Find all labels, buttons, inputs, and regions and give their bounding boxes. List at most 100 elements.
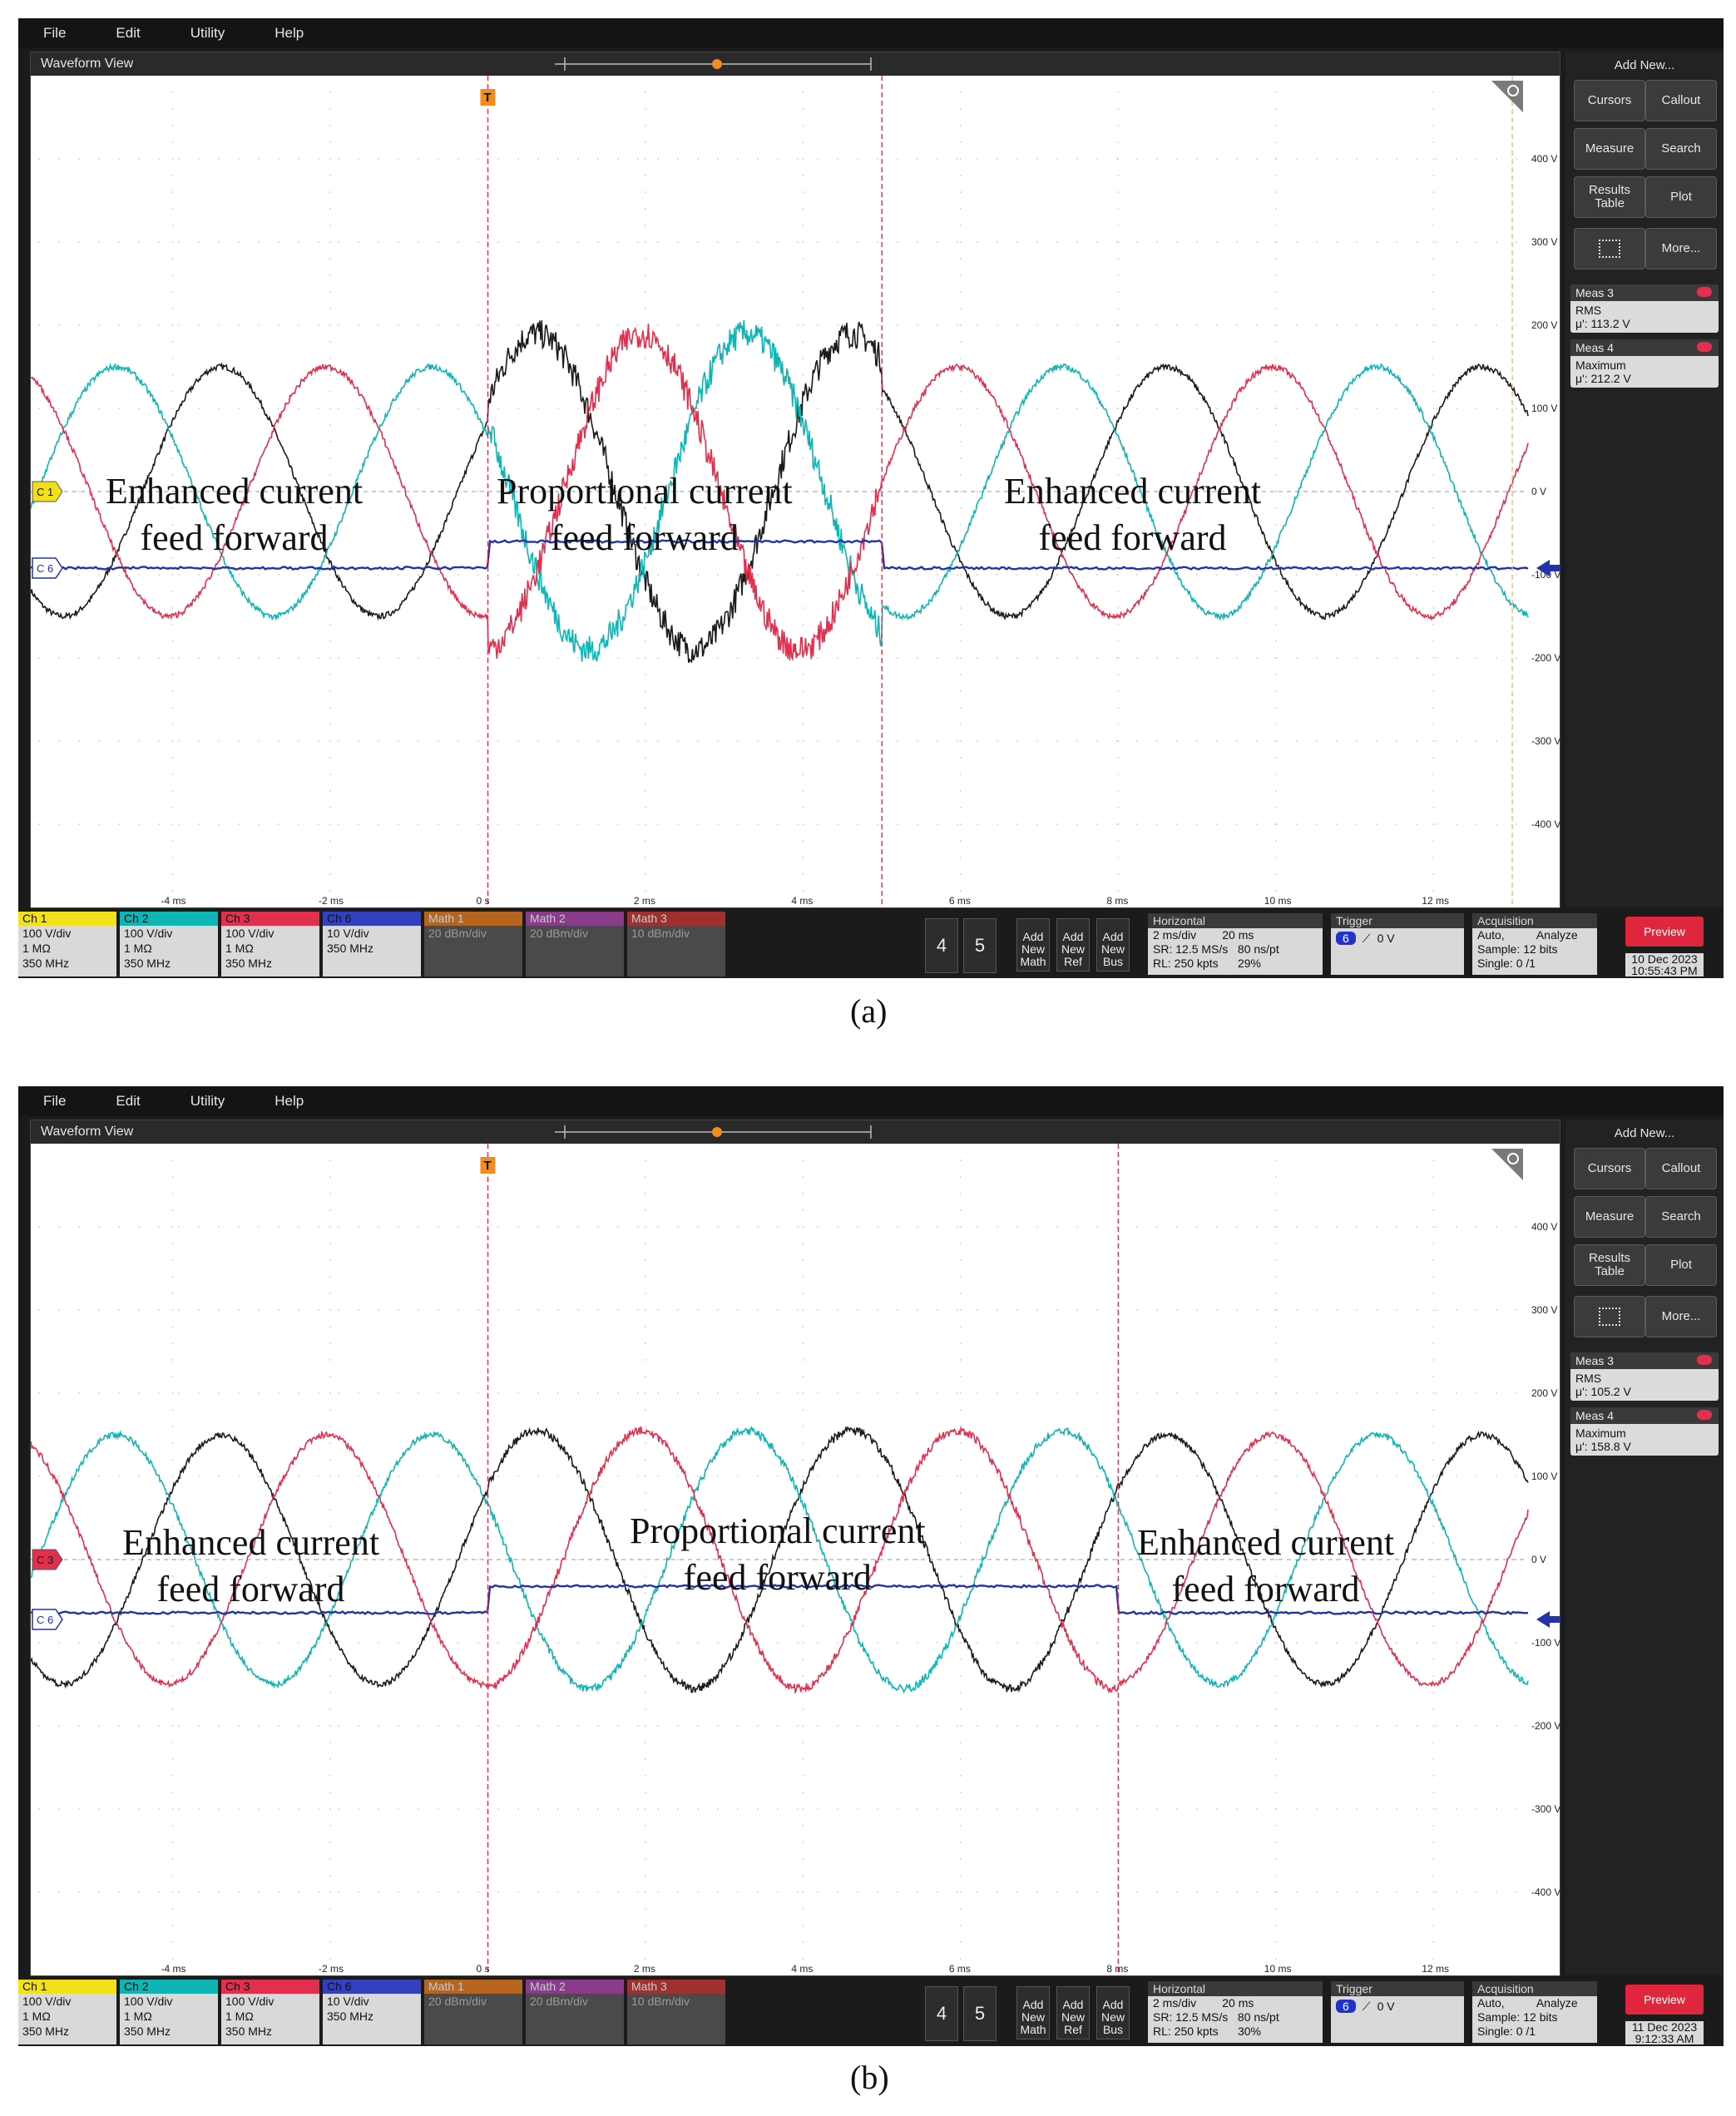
add-new-bus-button[interactable]: Add New Bus [1096,1986,1130,2039]
acquisition-line: Single: 0 /1 [1477,957,1536,970]
add-new-ref-button[interactable]: Add New Ref [1056,1986,1090,2039]
add-new-ref-button[interactable]: Add New Ref [1056,918,1090,971]
channel-button-4[interactable]: 4 [925,918,958,973]
menu-item-edit[interactable]: Edit [116,25,141,41]
measurement-badge-meas4[interactable]: Meas 4 Maximum μ': 212.2 V [1570,339,1719,388]
channel-badge-2[interactable]: Ch 2 100 V/div 1 MΩ 350 MHz [120,1980,218,2044]
menu-item-utility[interactable]: Utility [190,1093,225,1109]
channel-button-5[interactable]: 5 [963,1986,997,2041]
rising-edge-icon: ⟋ [1362,2000,1371,2013]
trigger-settings[interactable]: Trigger 6 ⟋ 0 V [1331,913,1464,975]
math-badge-1[interactable]: Math 1 20 dBm/div [424,1980,522,2044]
zoom-icon[interactable] [1491,81,1523,112]
trigger-channel-marker[interactable]: C 6 [32,1609,63,1630]
menu-item-help[interactable]: Help [274,1093,304,1109]
zoom-icon[interactable] [1491,1149,1523,1180]
measure-button-label: Measure [1585,1209,1635,1224]
zoom-select-button[interactable] [1574,1296,1645,1337]
plot-button[interactable]: Plot [1645,176,1717,218]
more-button[interactable]: More... [1645,228,1717,269]
measurement-body: Maximum μ': 158.8 V [1570,1424,1719,1456]
channel-badge-3[interactable]: Ch 3 100 V/div 1 MΩ 350 MHz [221,912,319,976]
measurement-badge-meas4[interactable]: Meas 4 Maximum μ': 158.8 V [1570,1407,1719,1456]
horizontal-line: RL: 250 kpts 29% [1153,957,1261,970]
add-button-label: New [1021,2010,1045,2024]
menu-item-help[interactable]: Help [274,25,304,41]
menu-item-file[interactable]: File [43,25,67,41]
v-axis-label: -400 V [1531,818,1560,830]
trigger-position-marker[interactable]: T [480,89,496,106]
plot-button[interactable]: Plot [1645,1244,1717,1286]
channel-badge-1[interactable]: Ch 1 100 V/div 1 MΩ 350 MHz [18,1980,116,2044]
settings-bar: Ch 1 100 V/div 1 MΩ 350 MHz Ch 2 100 V/div 1 M… [18,912,1724,976]
results-table-button[interactable]: Results Table [1574,1244,1645,1286]
trigger-title: Trigger [1331,1981,1464,1996]
channel-bandwidth: 350 MHz [327,942,374,955]
trigger-level-arrow-icon[interactable] [1536,560,1560,576]
preview-button[interactable]: Preview [1625,917,1704,947]
callout-button[interactable]: Callout [1645,1148,1717,1189]
horizontal-settings[interactable]: Horizontal 2 ms/div 20 ms SR: 12.5 MS/s 80… [1148,1981,1323,2043]
math-badge-1[interactable]: Math 1 20 dBm/div [424,912,522,976]
menu-item-utility[interactable]: Utility [190,25,225,41]
trigger-channel-marker[interactable]: C 6 [32,557,63,579]
math-badge-3[interactable]: Math 3 10 dBm/div [627,1980,725,2044]
annotation-line: Proportional current [497,471,793,512]
t-axis-label: 10 ms [1264,1963,1292,1975]
channel-badge-2[interactable]: Ch 2 100 V/div 1 MΩ 350 MHz [120,912,218,976]
t-axis-label: -4 ms [161,895,186,907]
waveform-plot[interactable]: T 400 V 300 V 200 V 100 V 0 V -100 V -200 V -300… [31,76,1560,907]
time: 9:12:33 AM [1635,2032,1694,2045]
horizontal-settings[interactable]: Horizontal 2 ms/div 20 ms SR: 12.5 MS/s 80… [1148,913,1323,975]
channel-badge-4[interactable]: Ch 6 10 V/div 350 MHz [323,1980,421,2044]
more-button[interactable]: More... [1645,1296,1717,1337]
add-button-label: Ref [1064,955,1082,968]
trigger-channel-trace [31,538,1529,571]
add-new-bus-button[interactable]: Add New Bus [1096,918,1130,971]
results-table-button[interactable]: Results Table [1574,176,1645,218]
trigger-title: Trigger [1331,913,1464,928]
trigger-settings[interactable]: Trigger 6 ⟋ 0 V [1331,1981,1464,2043]
waveform-plot[interactable]: T 400 V 300 V 200 V 100 V 0 V -100 V -200 V -300… [31,1144,1560,1975]
zoom-select-icon [1599,1308,1620,1326]
math-scale: 20 dBm/div [530,1995,589,2008]
cursors-button[interactable]: Cursors [1574,80,1645,121]
trigger-position-marker[interactable]: T [480,1157,496,1174]
math-badge-2[interactable]: Math 2 20 dBm/div [526,1980,624,2044]
channel-ref-marker[interactable]: C 3 [32,1549,63,1570]
channel-badge-3[interactable]: Ch 3 100 V/div 1 MΩ 350 MHz [221,1980,319,2044]
channel-ref-marker[interactable]: C 1 [32,481,63,502]
math-badge-2[interactable]: Math 2 20 dBm/div [526,912,624,976]
math-name: Math 1 [424,912,522,926]
search-button[interactable]: Search [1645,1196,1717,1238]
trigger-level-arrow-icon[interactable] [1536,1611,1560,1628]
timeline-overview[interactable] [547,1120,879,1144]
channel-badge-1[interactable]: Ch 1 100 V/div 1 MΩ 350 MHz [18,912,116,976]
add-new-math-button[interactable]: Add New Math [1016,1986,1050,2039]
measurement-badge-meas3[interactable]: Meas 3 RMS μ': 113.2 V [1570,284,1719,333]
add-button-label: Add [1022,1998,1044,2011]
callout-button[interactable]: Callout [1645,80,1717,121]
math-badge-3[interactable]: Math 3 10 dBm/div [627,912,725,976]
menu-item-file[interactable]: File [43,1093,67,1109]
measure-button[interactable]: Measure [1574,1196,1645,1238]
zoom-select-button[interactable] [1574,228,1645,269]
channel-badge-4[interactable]: Ch 6 10 V/div 350 MHz [323,912,421,976]
trigger-line-info: 6 ⟋ 0 V [1331,2000,1464,2014]
channel-button-4[interactable]: 4 [925,1986,958,2041]
measure-button[interactable]: Measure [1574,128,1645,170]
plot-button-label: Plot [1670,1258,1692,1272]
measurement-badge-meas3[interactable]: Meas 3 RMS μ': 105.2 V [1570,1352,1719,1401]
acquisition-settings[interactable]: Acquisition Auto, Analyze Sample: 12 bits S… [1472,913,1597,975]
search-button[interactable]: Search [1645,128,1717,170]
channel-scale: 10 V/div [327,1995,369,2008]
acquisition-settings[interactable]: Acquisition Auto, Analyze Sample: 12 bits S… [1472,1981,1597,2043]
menu-item-edit[interactable]: Edit [116,1093,141,1109]
cursors-button[interactable]: Cursors [1574,1148,1645,1189]
preview-button[interactable]: Preview [1625,1985,1704,2015]
add-new-math-button[interactable]: Add New Math [1016,918,1050,971]
results-table-button-label: Results Table [1588,1251,1631,1278]
acquisition-line: Auto, Analyze [1477,928,1578,942]
channel-button-5[interactable]: 5 [963,918,997,973]
timeline-overview[interactable] [547,52,879,76]
